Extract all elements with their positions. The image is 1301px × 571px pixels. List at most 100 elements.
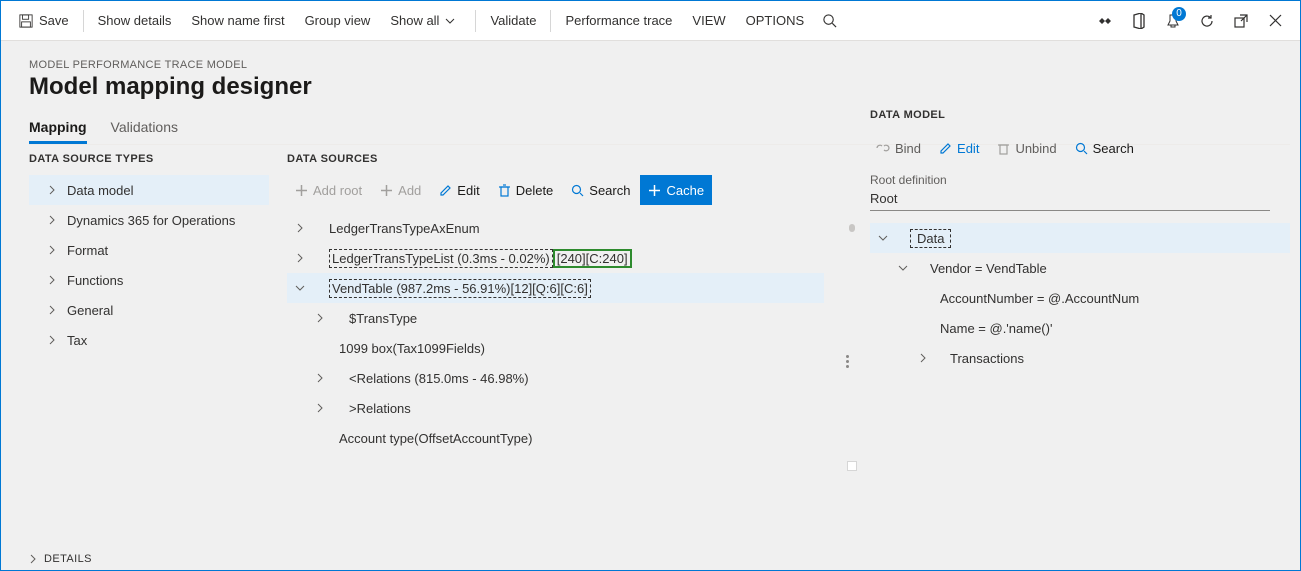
scrollbar[interactable] — [849, 224, 855, 232]
tree-node[interactable]: LedgerTransTypeAxEnum — [287, 213, 824, 243]
dst-item-d365[interactable]: Dynamics 365 for Operations — [29, 205, 269, 235]
ds-tree: LedgerTransTypeAxEnum LedgerTransTypeLis… — [287, 213, 824, 453]
search-button[interactable]: Search — [563, 175, 638, 205]
chevron-down-icon — [445, 16, 455, 26]
chevron-right-icon — [28, 554, 38, 564]
chevron-down-icon — [898, 263, 908, 273]
breadcrumb: MODEL PERFORMANCE TRACE MODEL — [29, 59, 1290, 71]
edit-button[interactable]: Edit — [933, 135, 985, 161]
search-button[interactable]: Search — [1069, 135, 1140, 161]
ds-header: DATA SOURCES — [287, 153, 824, 165]
root-definition-value[interactable]: Root — [870, 191, 1270, 211]
separator — [83, 10, 84, 32]
save-button[interactable]: Save — [9, 1, 79, 41]
dst-item-format[interactable]: Format — [29, 235, 269, 265]
dm-node-account[interactable]: AccountNumber = @.AccountNum — [870, 283, 1290, 313]
separator — [550, 10, 551, 32]
tree-node[interactable]: 1099 box(Tax1099Fields) — [287, 333, 824, 363]
pencil-icon — [939, 142, 952, 155]
chevron-right-icon — [295, 253, 305, 263]
node-label: LedgerTransTypeList (0.3ms - 0.02%) — [329, 249, 553, 268]
dst-list: Data model Dynamics 365 for Operations F… — [29, 175, 269, 355]
tree-node[interactable]: Account type(OffsetAccountType) — [287, 423, 824, 453]
options-button[interactable]: OPTIONS — [736, 1, 815, 41]
dm-header: DATA MODEL — [870, 109, 1290, 121]
data-sources-panel: DATA SOURCES Add root Add Edit Delete Se… — [287, 153, 824, 570]
unbind-button[interactable]: Unbind — [991, 135, 1062, 161]
pencil-icon — [439, 184, 452, 197]
ds-toolbar: Add root Add Edit Delete Search Cache — [287, 175, 824, 205]
dst-item-general[interactable]: General — [29, 295, 269, 325]
notifications-icon[interactable]: 0 — [1156, 1, 1190, 41]
close-icon[interactable] — [1258, 1, 1292, 41]
columns: DATA SOURCE TYPES Data model Dynamics 36… — [29, 153, 1290, 570]
root-definition-label: Root definition — [870, 173, 1290, 187]
dst-item-functions[interactable]: Functions — [29, 265, 269, 295]
trash-icon — [498, 184, 511, 197]
details-toggle[interactable]: DETAILS — [28, 553, 92, 565]
show-name-first-button[interactable]: Show name first — [181, 1, 294, 41]
tab-validations[interactable]: Validations — [111, 113, 178, 144]
chevron-right-icon — [47, 215, 57, 225]
search-icon — [1075, 142, 1088, 155]
plus-icon — [295, 184, 308, 197]
node-label: VendTable (987.2ms - 56.91%)[12][Q:6][C:… — [329, 279, 591, 298]
dst-header: DATA SOURCE TYPES — [29, 153, 269, 165]
dm-node-data[interactable]: Data — [870, 223, 1290, 253]
data-source-types-panel: DATA SOURCE TYPES Data model Dynamics 36… — [29, 153, 269, 570]
tree-node[interactable]: $TransType — [287, 303, 824, 333]
top-toolbar: Save Show details Show name first Group … — [1, 1, 1300, 41]
view-button[interactable]: VIEW — [682, 1, 735, 41]
chevron-down-icon — [878, 233, 888, 243]
chevron-right-icon — [918, 353, 928, 363]
show-details-button[interactable]: Show details — [88, 1, 182, 41]
dm-toolbar: Bind Edit Unbind Search — [870, 135, 1290, 161]
tree-node[interactable]: LedgerTransTypeList (0.3ms - 0.02%)[240]… — [287, 243, 824, 273]
content-area: MODEL PERFORMANCE TRACE MODEL Model mapp… — [1, 41, 1300, 570]
add-button[interactable]: Add — [372, 175, 429, 205]
chevron-right-icon — [315, 403, 325, 413]
add-root-button[interactable]: Add root — [287, 175, 370, 205]
search-button[interactable] — [814, 1, 851, 41]
dm-node-name[interactable]: Name = @.'name()' — [870, 313, 1290, 343]
tree-node[interactable]: >Relations — [287, 393, 824, 423]
popout-icon[interactable] — [1224, 1, 1258, 41]
cache-button[interactable]: Cache — [640, 175, 712, 205]
highlight-box: [240][C:240] — [553, 249, 632, 268]
dst-item-tax[interactable]: Tax — [29, 325, 269, 355]
scroll-handle[interactable] — [847, 461, 857, 471]
dm-node-vendor[interactable]: Vendor = VendTable — [870, 253, 1290, 283]
office-icon[interactable] — [1122, 1, 1156, 41]
separator — [475, 10, 476, 32]
chevron-right-icon — [295, 223, 305, 233]
tab-mapping[interactable]: Mapping — [29, 113, 87, 144]
validate-button[interactable]: Validate — [480, 1, 546, 41]
link-icon — [876, 143, 890, 153]
dm-node-transactions[interactable]: Transactions — [870, 343, 1290, 373]
chevron-right-icon — [47, 245, 57, 255]
tree-node[interactable]: <Relations (815.0ms - 46.98%) — [287, 363, 824, 393]
connect-icon[interactable] — [1088, 1, 1122, 41]
group-view-button[interactable]: Group view — [295, 1, 381, 41]
bind-button[interactable]: Bind — [870, 135, 927, 161]
chevron-right-icon — [315, 373, 325, 383]
dst-item-data-model[interactable]: Data model — [29, 175, 269, 205]
search-icon — [571, 184, 584, 197]
chevron-down-icon — [295, 283, 305, 293]
chevron-right-icon — [315, 313, 325, 323]
notification-badge: 0 — [1172, 7, 1186, 21]
delete-button[interactable]: Delete — [490, 175, 562, 205]
plus-icon — [648, 184, 661, 197]
edit-button[interactable]: Edit — [431, 175, 487, 205]
splitter-handle[interactable] — [842, 153, 852, 570]
toolbar-left: Save Show details Show name first Group … — [9, 1, 1088, 41]
show-all-dropdown[interactable]: Show all — [380, 1, 471, 41]
save-label: Save — [39, 13, 69, 28]
performance-trace-button[interactable]: Performance trace — [555, 1, 682, 41]
dm-tree: Data Vendor = VendTable AccountNumber = … — [870, 223, 1290, 373]
refresh-icon[interactable] — [1190, 1, 1224, 41]
trash-icon — [997, 142, 1010, 155]
page-title: Model mapping designer — [29, 73, 1290, 101]
tree-node-selected[interactable]: VendTable (987.2ms - 56.91%)[12][Q:6][C:… — [287, 273, 824, 303]
chevron-right-icon — [47, 305, 57, 315]
